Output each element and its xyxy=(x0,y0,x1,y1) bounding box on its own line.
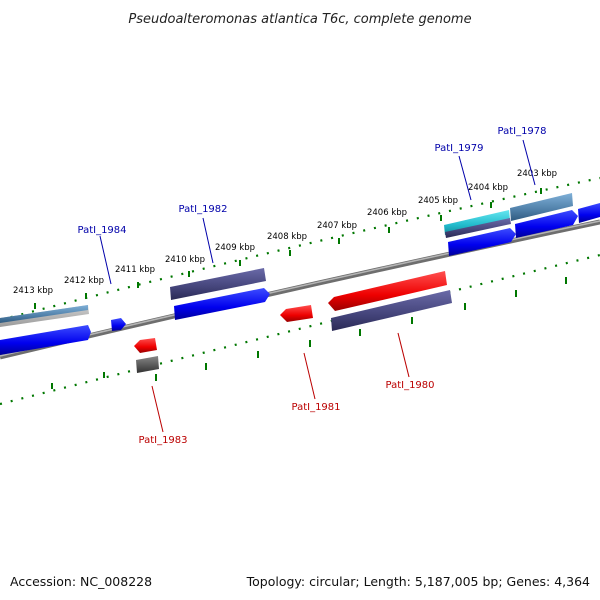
gene-arrow xyxy=(578,203,600,223)
kbp-label: 2412 kbp xyxy=(64,276,104,286)
kbp-label: 2404 kbp xyxy=(468,183,508,193)
gene-labels: PatI_1978 PatI_1979 PatI_1982 PatI_1984 … xyxy=(77,126,546,446)
kbp-label: 2407 kbp xyxy=(317,221,357,231)
gene-feature xyxy=(331,290,452,331)
gene-label-forward: PatI_1978 xyxy=(497,126,546,137)
gene-arrow xyxy=(174,288,270,320)
gene-feature xyxy=(510,193,573,221)
gene-label-reverse: PatI_1981 xyxy=(291,402,340,413)
gene-arrow xyxy=(448,228,516,256)
gene-arrow xyxy=(0,325,91,355)
kbp-label: 2406 kbp xyxy=(367,208,407,218)
accession-text: Accession: NC_008228 xyxy=(10,574,152,589)
kbp-label: 2413 kbp xyxy=(13,286,53,296)
genome-backbone xyxy=(0,219,600,360)
gene-arrow xyxy=(134,338,157,353)
gene-label-forward: PatI_1982 xyxy=(178,204,227,215)
genome-summary-text: Topology: circular; Length: 5,187,005 bp… xyxy=(246,574,590,589)
kbp-label: 2408 kbp xyxy=(267,232,307,242)
forward-major-ticks xyxy=(34,188,542,309)
gene-feature xyxy=(0,305,88,323)
gene-label-reverse: PatI_1980 xyxy=(385,380,434,391)
reverse-scale-track xyxy=(0,253,600,406)
kbp-scale-labels: 2403 kbp 2404 kbp 2405 kbp 2406 kbp 2407… xyxy=(13,169,557,296)
reverse-genes xyxy=(134,271,452,373)
kbp-label: 2409 kbp xyxy=(215,243,255,253)
kbp-label: 2403 kbp xyxy=(517,169,557,179)
reverse-major-ticks xyxy=(51,277,567,389)
gene-label-forward: PatI_1979 xyxy=(434,143,483,154)
forward-genes xyxy=(0,193,600,355)
gene-arrow xyxy=(515,210,578,238)
gene-feature xyxy=(170,268,266,300)
kbp-label: 2410 kbp xyxy=(165,255,205,265)
gene-label-forward: PatI_1984 xyxy=(77,225,126,236)
gene-arrow xyxy=(280,305,313,322)
label-connectors xyxy=(99,139,536,433)
gene-arrow xyxy=(111,318,126,331)
gene-label-reverse: PatI_1983 xyxy=(138,435,187,446)
kbp-label: 2411 kbp xyxy=(115,265,155,275)
forward-scale-track xyxy=(0,176,600,322)
gene-feature xyxy=(136,356,159,373)
map-title: Pseudoalteromonas atlantica T6c, complet… xyxy=(128,12,471,27)
kbp-label: 2405 kbp xyxy=(418,196,458,206)
gene-feature xyxy=(445,218,511,238)
gene-arrow xyxy=(328,271,447,311)
